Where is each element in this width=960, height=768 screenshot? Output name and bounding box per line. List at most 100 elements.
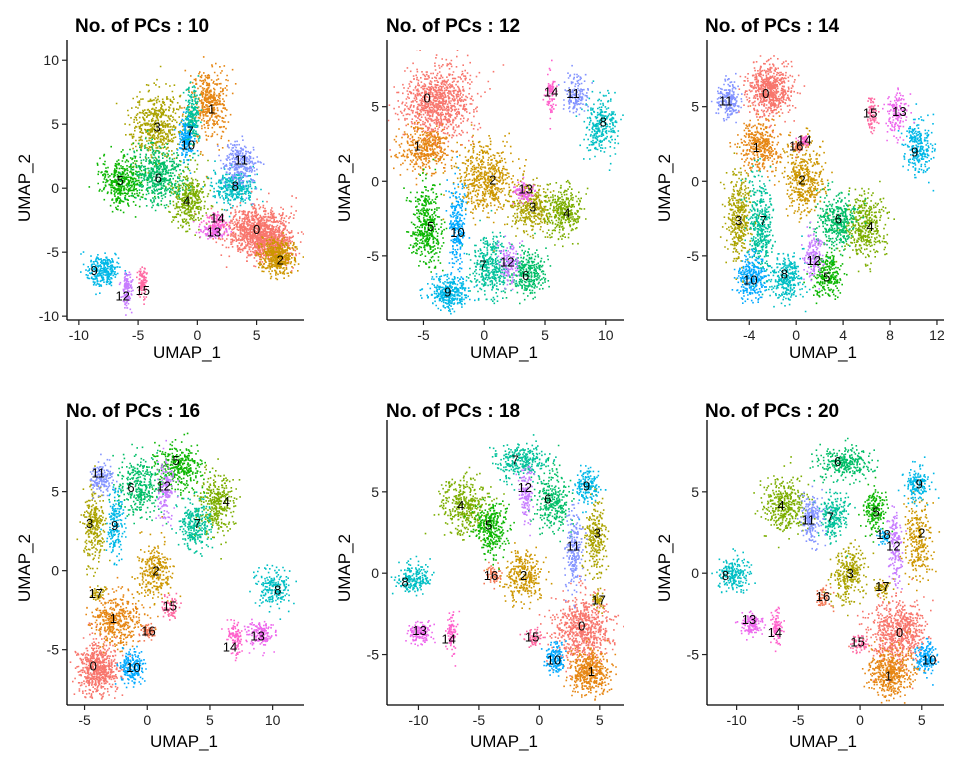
- y-axis-label: UMAP_2: [15, 534, 34, 602]
- cluster-label: 14: [223, 640, 237, 655]
- cluster-3-points: [580, 486, 610, 580]
- x-tick-label: 5: [206, 712, 214, 728]
- y-tick-label: 0: [691, 173, 699, 189]
- x-tick-label: 0: [143, 712, 151, 728]
- y-tick-label: 0: [691, 565, 699, 581]
- x-tick-label: -10: [408, 712, 428, 728]
- cluster-14-points: [445, 610, 461, 667]
- cluster-label: 8: [600, 115, 607, 130]
- panel-title: No. of PCs : 18: [386, 401, 520, 422]
- cluster-10-points: [731, 248, 770, 304]
- cluster-label: 3: [153, 120, 160, 135]
- cluster-11-points: [710, 72, 743, 124]
- cluster-label: 13: [250, 628, 264, 643]
- x-axis-label: UMAP_1: [789, 732, 857, 751]
- cluster-label: 16: [816, 589, 830, 604]
- cluster-2-points: [899, 491, 941, 592]
- x-axis-label: UMAP_1: [470, 732, 538, 751]
- cluster-4-points: [424, 466, 505, 542]
- x-tick-label: 0: [535, 712, 543, 728]
- cluster-label: 2: [798, 173, 805, 188]
- cluster-10-points: [540, 640, 567, 677]
- cluster-4-points: [539, 179, 589, 248]
- cluster-label: 1: [588, 664, 595, 679]
- cluster-label: 5: [427, 219, 434, 234]
- y-tick-label: -5: [367, 248, 380, 264]
- cluster-label: 4: [563, 206, 570, 221]
- x-tick-label: 5: [541, 327, 549, 343]
- cluster-label: 18: [876, 527, 890, 542]
- cluster-label: 6: [835, 212, 842, 227]
- cluster-13-points: [405, 620, 436, 647]
- x-tick-label: -5: [132, 327, 145, 343]
- y-tick-label: -5: [687, 647, 700, 663]
- cluster-label: 0: [423, 91, 430, 106]
- cluster-14-points: [221, 619, 247, 662]
- cluster-label: 5: [823, 270, 830, 285]
- points-layer: [388, 50, 624, 315]
- cluster-label: 16: [141, 624, 155, 639]
- cluster-16-points: [483, 561, 503, 590]
- cluster-label: 6: [155, 171, 162, 186]
- y-axis-label: UMAP_2: [335, 534, 354, 602]
- cluster-label: 13: [742, 612, 756, 627]
- cluster-label: 10: [547, 653, 561, 668]
- cluster-label: 10: [181, 137, 195, 152]
- cluster-9-points: [419, 273, 480, 315]
- cluster-0-points: [194, 190, 304, 272]
- cluster-label: 15: [163, 598, 177, 613]
- cluster-label: 9: [911, 144, 918, 159]
- cluster-label: 4: [223, 494, 230, 509]
- cluster-5-points: [803, 239, 848, 305]
- cluster-7-points: [740, 157, 776, 296]
- cluster-10-points: [173, 110, 199, 174]
- cluster-3-points: [823, 539, 875, 617]
- cluster-2-points: [486, 542, 553, 610]
- x-axis-label: UMAP_1: [789, 343, 857, 362]
- y-tick-label: 5: [691, 99, 699, 115]
- cluster-label: 6: [522, 268, 529, 283]
- points-layer: [711, 437, 941, 704]
- cluster-7-points: [813, 463, 856, 557]
- cluster-label: 7: [827, 509, 834, 524]
- cluster-11-points: [557, 64, 593, 116]
- cluster-label: 5: [872, 504, 879, 519]
- x-tick-label: 12: [929, 327, 945, 343]
- x-tick-label: 0: [480, 327, 488, 343]
- points-layer: [390, 434, 624, 701]
- cluster-4-points: [191, 458, 241, 560]
- cluster-10-points: [114, 645, 147, 689]
- cluster-12-points: [886, 505, 907, 590]
- cluster-10-points: [445, 156, 471, 282]
- cluster-label: 1: [110, 611, 117, 626]
- cluster-label: 3: [529, 200, 536, 215]
- cluster-label: 3: [735, 213, 742, 228]
- cluster-5-points: [88, 142, 163, 218]
- cluster-1-points: [861, 630, 926, 704]
- x-tick-label: 5: [253, 327, 261, 343]
- cluster-14-points: [199, 211, 231, 232]
- y-tick-label: 0: [371, 565, 379, 581]
- axes: -4 0 4 8 12-505: [687, 40, 945, 343]
- y-tick-label: 5: [51, 484, 59, 500]
- x-tick-label: 10: [265, 712, 281, 728]
- cluster-label: 11: [801, 513, 815, 528]
- cluster-label: 10: [922, 653, 936, 668]
- cluster-label: 11: [566, 539, 580, 554]
- panel-title: No. of PCs : 14: [705, 16, 840, 37]
- cluster-8-points: [711, 548, 756, 594]
- cluster-0-points: [538, 575, 624, 677]
- cluster-2-points: [255, 232, 304, 281]
- cluster-label: 14: [210, 210, 224, 225]
- cluster-3-points: [76, 465, 111, 587]
- cluster-label: 1: [885, 669, 892, 684]
- cluster-label: 14: [441, 631, 455, 646]
- cluster-6-points: [504, 232, 552, 305]
- cluster-label: 11: [92, 466, 106, 481]
- x-tick-label: 0: [792, 327, 800, 343]
- panel-title: No. of PCs : 16: [66, 401, 200, 422]
